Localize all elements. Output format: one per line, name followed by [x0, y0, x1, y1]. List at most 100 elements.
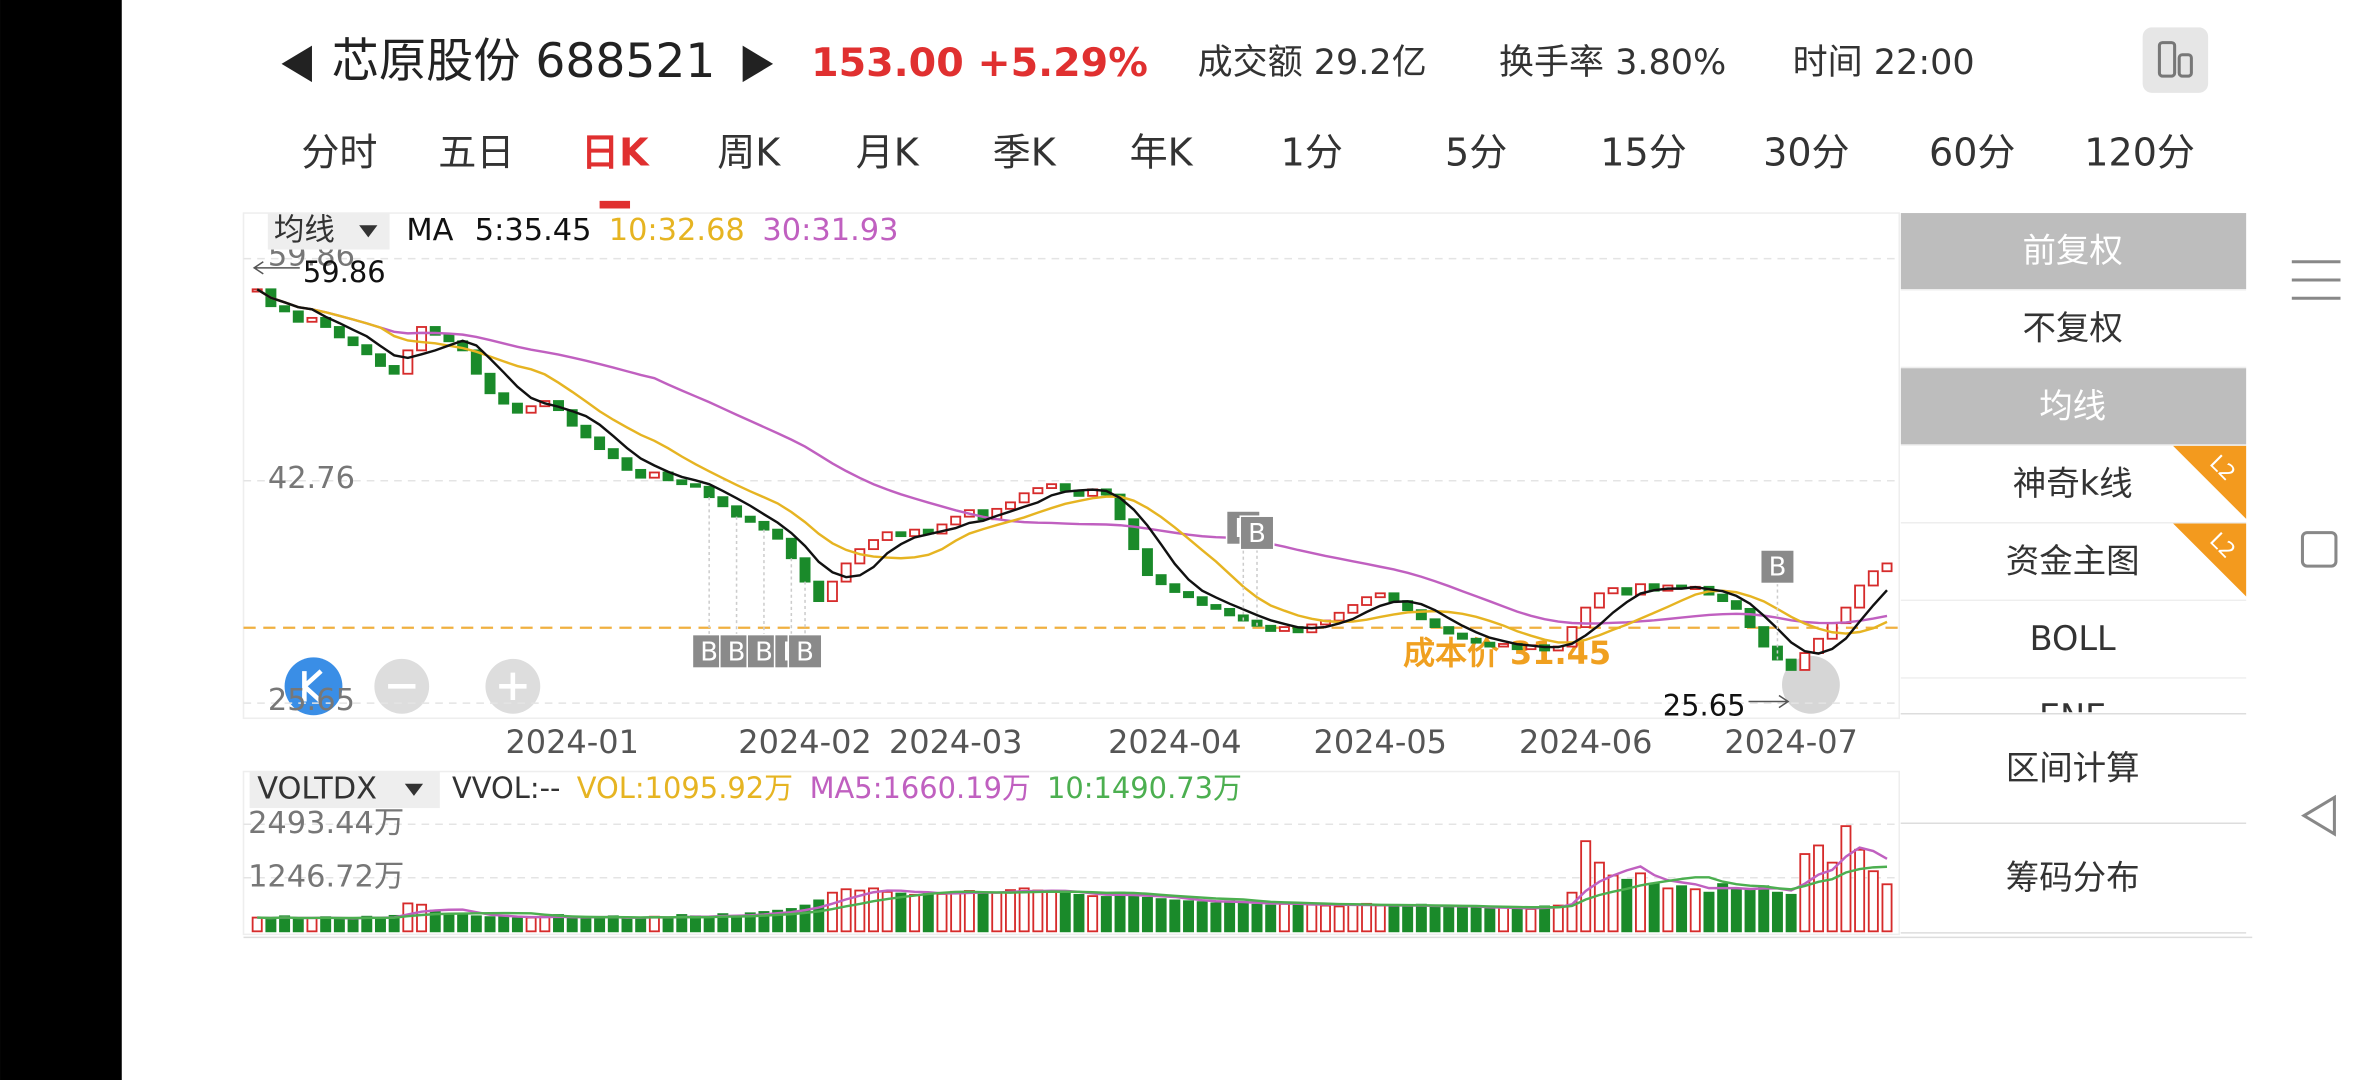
candle — [854, 548, 866, 565]
side-action[interactable]: 筹码分布 — [2006, 858, 2140, 897]
candle — [306, 316, 318, 323]
volume-bar — [717, 913, 729, 933]
candle — [1046, 483, 1058, 489]
ma5-line — [256, 288, 1888, 655]
volume-bar — [1484, 908, 1496, 933]
b-marker — [1239, 515, 1275, 551]
volume-bar — [648, 915, 660, 933]
candle — [1141, 548, 1153, 577]
volume-bar — [1730, 887, 1742, 933]
candle — [416, 326, 428, 352]
volume-bar — [758, 911, 770, 933]
candle — [717, 496, 729, 508]
tab[interactable]: 15分 — [1600, 131, 1686, 175]
tab[interactable]: 五日 — [438, 131, 514, 175]
candle — [429, 326, 441, 336]
volume-bar — [1566, 891, 1578, 933]
volume-bar — [1443, 905, 1455, 933]
candle — [1717, 593, 1729, 603]
candle — [758, 520, 770, 531]
candle — [1224, 607, 1236, 617]
tab[interactable]: 日K — [581, 131, 650, 175]
menu-item-bg[interactable] — [1900, 678, 2247, 755]
tab[interactable]: 季K — [993, 131, 1057, 175]
volume-bar — [1196, 901, 1208, 933]
tab[interactable]: 60分 — [1929, 131, 2015, 175]
menu-item: ENE — [2039, 697, 2106, 736]
vol-ma10-line — [257, 865, 1888, 920]
k-button[interactable] — [284, 657, 343, 716]
b-marker-label: B — [1769, 553, 1787, 583]
volume-bar — [1771, 891, 1783, 933]
layout-icon — [2177, 53, 2193, 78]
tab[interactable]: 月K — [856, 131, 920, 175]
y-tick-label: 2493.44万 — [248, 806, 404, 841]
tab[interactable]: 120分 — [2084, 131, 2195, 175]
side-action[interactable]: 区间计算 — [2006, 749, 2140, 788]
volume-bar — [936, 893, 948, 933]
candle — [361, 344, 373, 356]
b-marker-label: B — [728, 637, 746, 667]
y-tick-label: 42.76 — [268, 461, 355, 496]
volume-bar — [1073, 893, 1085, 933]
candle — [1155, 574, 1167, 586]
prev-arrow[interactable] — [281, 45, 312, 83]
tab[interactable]: 分时 — [301, 131, 377, 175]
volume-bar — [1635, 872, 1646, 933]
candle — [799, 557, 811, 583]
candle — [1854, 584, 1866, 609]
volume-bar — [1662, 887, 1674, 933]
tab[interactable]: 周K — [717, 131, 781, 175]
volume-bar — [594, 916, 606, 933]
volume-bar — [1333, 905, 1345, 933]
tab[interactable]: 年K — [1130, 131, 1194, 175]
volume-bar — [1128, 893, 1140, 933]
legend-selector-bg[interactable] — [249, 771, 440, 809]
candle — [292, 310, 304, 323]
volume-bar — [991, 891, 1003, 933]
volume-frame — [242, 770, 1900, 936]
next-arrow[interactable] — [742, 45, 774, 83]
volume-bar — [840, 888, 852, 933]
x-tick-label: 2024-03 — [889, 723, 1022, 761]
candle — [840, 562, 852, 583]
volume-bar — [621, 917, 633, 933]
candle — [1114, 493, 1126, 521]
tab[interactable]: 30分 — [1763, 131, 1849, 175]
nav-back[interactable] — [2301, 794, 2336, 837]
menu-item-bg[interactable] — [1900, 290, 2247, 367]
volume-bar — [854, 889, 866, 933]
candle — [676, 479, 688, 486]
candle — [1265, 624, 1277, 632]
volume-bar — [1881, 883, 1893, 933]
tab[interactable]: 5分 — [1445, 131, 1507, 175]
candle — [621, 457, 633, 471]
volume-bar — [1169, 899, 1181, 933]
legend-item: 5:35.45 — [475, 213, 592, 248]
menu-item-bg[interactable] — [1900, 601, 2247, 678]
x-tick-label: 2024-06 — [1519, 723, 1652, 761]
volume-bar — [1402, 906, 1414, 933]
legend-item: 30:31.93 — [762, 213, 898, 248]
menu-item-bg[interactable] — [1900, 213, 2247, 290]
menu-item-bg[interactable] — [1900, 368, 2247, 445]
candle — [1210, 604, 1222, 610]
volume-bar — [484, 916, 496, 933]
nav-home[interactable] — [2300, 531, 2338, 568]
candle — [1840, 606, 1852, 625]
volume-bar — [1388, 905, 1400, 933]
tab[interactable]: 1分 — [1281, 131, 1343, 175]
candle — [525, 405, 537, 414]
volume-bar — [1813, 844, 1825, 933]
ma30-line — [256, 288, 1888, 625]
candle — [813, 580, 825, 603]
volume-bar — [1470, 907, 1482, 933]
volume-bar — [1059, 892, 1071, 933]
volume-bar — [1607, 874, 1619, 933]
b-marker — [787, 633, 823, 669]
volume-bar — [703, 916, 715, 933]
x-tick-label: 2024-07 — [1724, 723, 1857, 761]
candle — [402, 349, 414, 375]
volume-bar — [676, 914, 688, 933]
volume-bar — [347, 917, 359, 933]
